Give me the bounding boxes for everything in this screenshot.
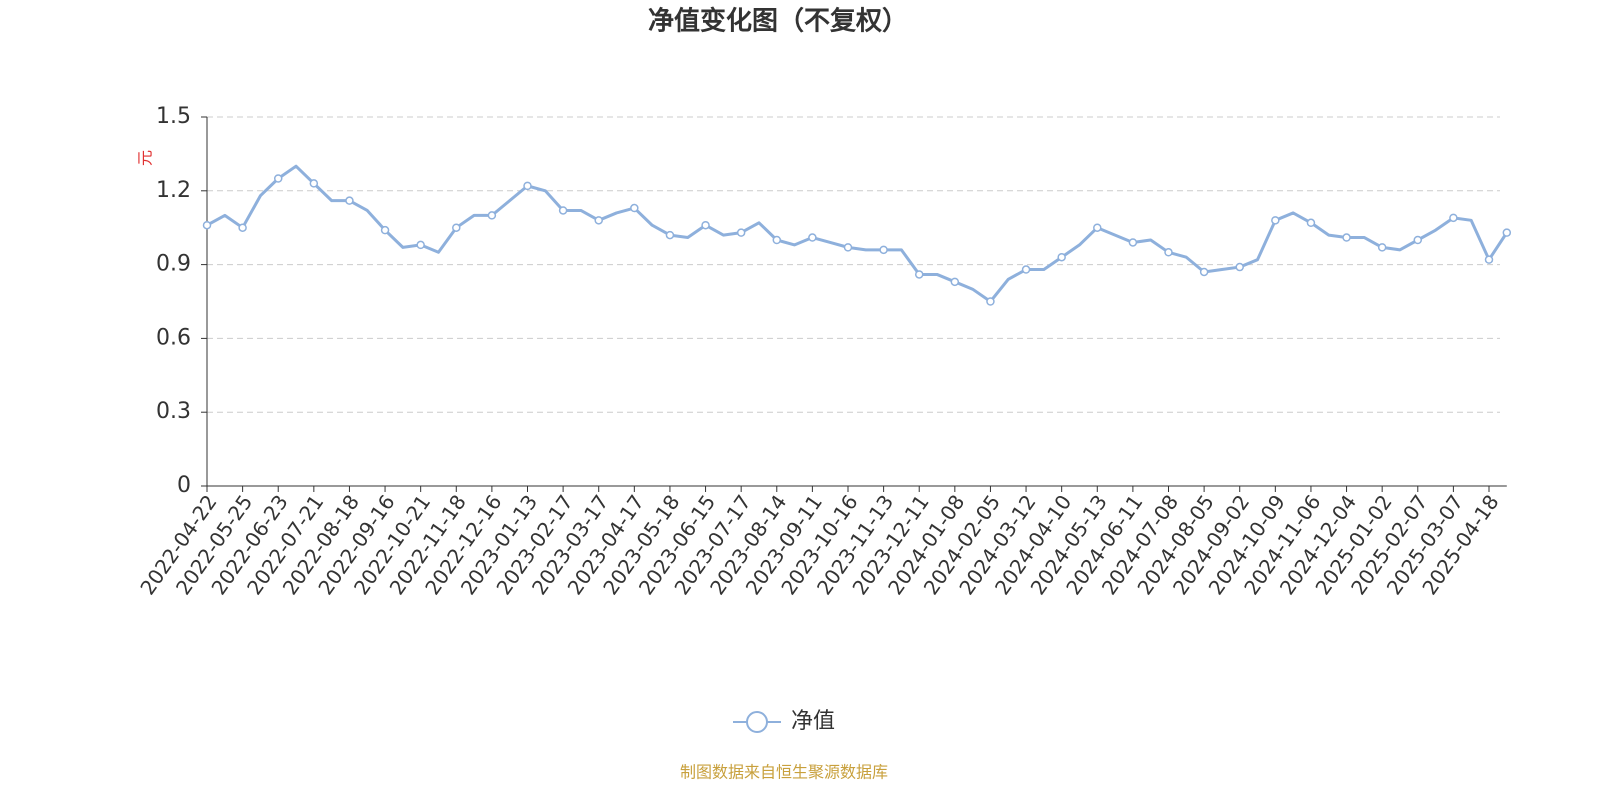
point-marker bbox=[630, 203, 639, 213]
point-marker bbox=[452, 223, 461, 232]
legend-label: 净值 bbox=[791, 709, 835, 734]
point-marker bbox=[914, 270, 924, 279]
point-marker bbox=[1413, 235, 1423, 245]
point-marker bbox=[950, 277, 960, 287]
point-marker bbox=[1093, 223, 1102, 232]
point-marker bbox=[1484, 255, 1494, 264]
y-tick-label: 0.9 bbox=[156, 252, 191, 277]
source-note: 制图数据来自恒生聚源数据库 bbox=[680, 763, 888, 782]
point-marker bbox=[558, 206, 568, 215]
y-tick-label: 1.5 bbox=[156, 104, 191, 129]
point-marker bbox=[1306, 218, 1316, 228]
legend-marker bbox=[746, 711, 768, 733]
point-marker bbox=[1342, 233, 1351, 242]
point-marker bbox=[1199, 267, 1209, 277]
point-marker bbox=[701, 220, 710, 230]
point-marker bbox=[273, 174, 283, 183]
y-tick-label: 0 bbox=[177, 473, 191, 498]
point-marker bbox=[523, 181, 532, 191]
point-marker bbox=[1164, 248, 1173, 257]
point-marker bbox=[238, 223, 247, 232]
line-series bbox=[206, 164, 1509, 303]
y-tick-label: 1.2 bbox=[156, 178, 191, 203]
point-marker bbox=[202, 220, 212, 230]
point-marker bbox=[1502, 228, 1512, 237]
point-marker bbox=[1235, 262, 1244, 272]
point-marker bbox=[1128, 238, 1138, 247]
y-tick-label: 0.3 bbox=[156, 399, 191, 424]
point-marker bbox=[665, 230, 675, 240]
point-marker bbox=[309, 179, 319, 188]
point-marker bbox=[808, 233, 817, 242]
point-marker bbox=[594, 216, 603, 225]
point-marker bbox=[380, 225, 390, 235]
point-marker bbox=[345, 196, 354, 205]
point-marker bbox=[879, 245, 888, 255]
point-marker bbox=[772, 235, 782, 245]
point-marker bbox=[736, 228, 746, 237]
point-marker bbox=[1271, 216, 1280, 225]
point-marker bbox=[487, 211, 497, 220]
y-axis-label: 元 bbox=[136, 150, 155, 166]
point-marker bbox=[843, 243, 853, 252]
point-marker bbox=[986, 297, 995, 306]
y-tick-label: 0.6 bbox=[156, 325, 191, 350]
point-marker bbox=[1377, 243, 1387, 252]
point-marker bbox=[416, 240, 425, 250]
point-marker bbox=[1021, 265, 1031, 274]
point-marker bbox=[1057, 252, 1066, 262]
chart-title: 净值变化图（不复权） bbox=[648, 6, 908, 37]
point-marker bbox=[1449, 213, 1458, 223]
